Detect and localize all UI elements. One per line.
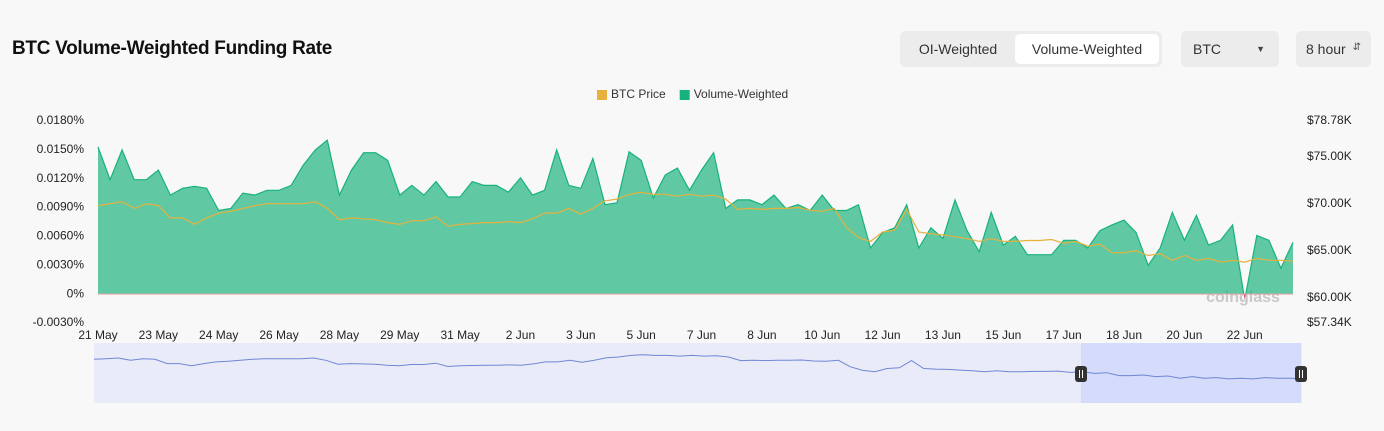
x-tick-label: 28 May	[320, 328, 359, 342]
legend-swatch	[679, 90, 690, 100]
y2-tick-label: $75.00K	[1307, 149, 1352, 163]
legend-swatch	[597, 90, 607, 100]
x-tick-label: 24 May	[199, 328, 238, 342]
tab-active[interactable]: Volume-Weighted	[1015, 34, 1159, 64]
interval-select[interactable]: 8 hour ⇵	[1296, 31, 1371, 67]
stepper-icon: ⇵	[1352, 42, 1361, 53]
navigator-line	[93, 354, 1303, 380]
y-tick-label: 0.0120%	[37, 171, 85, 185]
price-line	[97, 191, 1294, 263]
x-tick-label: 23 May	[139, 328, 178, 342]
x-tick-label: 26 May	[259, 328, 298, 342]
x-tick-label: 18 Jun	[1106, 328, 1142, 342]
y2-tick-label: $57.34K	[1307, 315, 1352, 329]
x-tick-label: 8 Jun	[747, 328, 776, 342]
x-tick-label: 29 May	[380, 328, 419, 342]
navigator-handle	[1295, 366, 1307, 382]
x-tick-label: 21 May	[78, 328, 117, 342]
tab[interactable]: OI-Weighted	[918, 41, 998, 57]
x-tick-label: 31 May	[440, 328, 479, 342]
coin-label: BTC	[1193, 41, 1221, 57]
navigator-selection[interactable]	[1081, 343, 1301, 403]
legend-label: BTC Price	[611, 87, 666, 101]
interval-label: 8 hour	[1306, 41, 1346, 57]
x-tick-label: 10 Jun	[804, 328, 840, 342]
page-title: BTC Volume-Weighted Funding Rate	[12, 38, 333, 59]
y-tick-label: 0%	[67, 286, 85, 300]
y-tick-label: -0.0030%	[33, 315, 85, 329]
y2-tick-label: $65.00K	[1307, 243, 1352, 257]
x-tick-label: 3 Jun	[566, 328, 595, 342]
y2-tick-label: $70.00K	[1307, 196, 1352, 210]
x-tick-label: 13 Jun	[925, 328, 961, 342]
area-outline	[97, 139, 1294, 295]
y-tick-label: 0.0180%	[37, 113, 85, 127]
y-tick-label: 0.0030%	[37, 257, 85, 271]
navigator-handle	[1075, 366, 1087, 382]
weighting-tabs: OI-Weighted Volume-Weighted	[900, 31, 1162, 67]
dropdown-arrow: ▼	[1256, 44, 1265, 54]
x-tick-label: 20 Jun	[1166, 328, 1202, 342]
y2-tick-label: $78.78K	[1307, 113, 1352, 127]
y2-tick-label: $60.00K	[1307, 290, 1352, 304]
x-tick-label: 5 Jun	[627, 328, 656, 342]
x-tick-label: 15 Jun	[985, 328, 1021, 342]
x-tick-label: 2 Jun	[506, 328, 535, 342]
x-tick-label: 22 Jun	[1227, 328, 1263, 342]
x-tick-label: 12 Jun	[865, 328, 901, 342]
coin-select[interactable]: BTC ▼	[1181, 31, 1279, 67]
y-tick-label: 0.0150%	[37, 142, 85, 156]
y-tick-label: 0.0060%	[37, 229, 85, 243]
area	[98, 140, 1293, 295]
legend-label: Volume-Weighted	[694, 87, 789, 101]
x-tick-label: 17 Jun	[1046, 328, 1082, 342]
x-tick-label: 7 Jun	[687, 328, 716, 342]
y-tick-label: 0.0090%	[37, 200, 85, 214]
